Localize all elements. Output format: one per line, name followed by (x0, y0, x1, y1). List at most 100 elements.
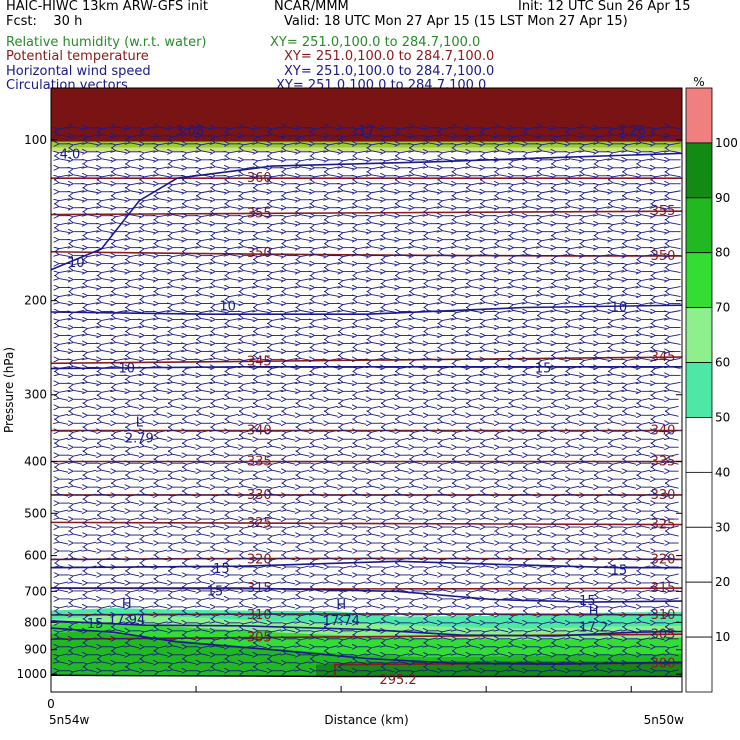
extremum-value: 17 (358, 124, 375, 139)
vector-arrow (59, 422, 69, 425)
vector-arrow (570, 222, 582, 225)
vector-arrow (471, 215, 482, 218)
vector-arrow (357, 174, 369, 177)
vector-arrow (613, 557, 622, 560)
y-tick-label: 500 (24, 506, 47, 520)
vector-arrow (357, 413, 367, 416)
vector-arrow (570, 470, 580, 473)
vector-arrow (570, 590, 580, 593)
vector-arrow (87, 493, 97, 496)
vector-arrow (102, 183, 113, 186)
vector-arrow (457, 582, 466, 585)
vector-arrow (315, 437, 324, 440)
vector-arrow (386, 239, 397, 242)
vector-arrow (229, 461, 239, 464)
vector-arrow (158, 175, 170, 178)
vector-arrow (599, 358, 610, 361)
vector-arrow (187, 389, 198, 392)
vector-arrow (655, 566, 665, 569)
vector-arrow (542, 223, 553, 226)
vector-arrow (215, 230, 227, 233)
vector-arrow (144, 174, 156, 177)
vector-arrow (357, 159, 369, 162)
vector-arrow (229, 542, 239, 545)
vector-arrow (286, 214, 298, 217)
vector-arrow (485, 246, 497, 249)
y-tick-label: 200 (24, 294, 47, 308)
vector-arrow (343, 302, 355, 305)
vector-arrow (613, 174, 624, 177)
vector-arrow (87, 182, 99, 185)
vector-arrow (173, 502, 182, 505)
vector-arrow (102, 303, 113, 305)
vector-arrow (272, 557, 282, 560)
vector-arrow (59, 231, 71, 234)
vector-arrow (244, 501, 253, 504)
vector-arrow (343, 311, 355, 313)
vector-arrow (73, 573, 83, 576)
vector-arrow (371, 238, 383, 241)
colorbar-segment (685, 142, 713, 199)
vector-arrow (286, 223, 298, 226)
vector-arrow (258, 598, 267, 601)
vector-arrow (457, 477, 466, 480)
vector-arrow (556, 215, 568, 218)
vector-arrow (87, 550, 97, 553)
vector-arrow (400, 590, 409, 593)
field-xy-theta: XY= 251.0,100.0 to 284.7,100.0 (284, 49, 495, 64)
vector-arrow (329, 405, 338, 408)
vector-arrow (215, 287, 227, 289)
vector-arrow (229, 174, 241, 177)
vector-arrow (670, 558, 679, 561)
vector-arrow (400, 437, 409, 440)
vector-arrow (329, 271, 340, 274)
vector-arrow (457, 334, 468, 336)
vector-arrow (584, 429, 594, 432)
vector-arrow (73, 295, 85, 297)
vector-arrow (229, 422, 239, 425)
vector-arrow (599, 326, 610, 328)
vector-arrow (130, 334, 142, 337)
vector-arrow (201, 190, 213, 193)
extremum-value: 17.94 (108, 613, 145, 628)
vector-arrow (59, 461, 69, 464)
vector-arrow (244, 262, 255, 265)
vector-arrow (386, 406, 395, 409)
vector-arrow (300, 517, 310, 520)
vector-arrow (116, 381, 127, 384)
vector-arrow (187, 533, 196, 536)
vector-arrow (513, 565, 523, 568)
vector-arrow (272, 437, 282, 440)
vector-arrow (87, 598, 97, 601)
colorbar-segment (685, 197, 713, 254)
vector-arrow (542, 558, 551, 561)
vector-arrow (670, 597, 679, 600)
vector-arrow (584, 477, 594, 480)
vector-arrow (144, 446, 154, 449)
vector-arrow (371, 390, 383, 393)
vector-arrow (357, 303, 369, 305)
vector-arrow (499, 334, 511, 336)
vector-arrow (173, 550, 182, 553)
vector-arrow (386, 382, 397, 385)
vector-arrow (570, 270, 582, 273)
vector-arrow (244, 549, 253, 552)
vector-arrow (158, 318, 170, 321)
vector-arrow (244, 453, 253, 456)
vector-arrow (343, 278, 355, 281)
vector-arrow (655, 590, 665, 593)
vector-arrow (187, 461, 196, 464)
vector-arrow (244, 486, 253, 489)
vector-arrow (570, 318, 582, 320)
colorbar-segment (685, 417, 713, 473)
vector-arrow (329, 381, 340, 384)
vector-arrow (442, 294, 454, 297)
vector-arrow (286, 453, 296, 456)
vector-arrow (584, 390, 596, 393)
vector-arrow (499, 295, 511, 297)
vector-arrow (599, 349, 610, 352)
vector-arrow (130, 574, 140, 577)
vector-arrow (201, 597, 211, 600)
y-tick-label: 300 (24, 388, 47, 402)
